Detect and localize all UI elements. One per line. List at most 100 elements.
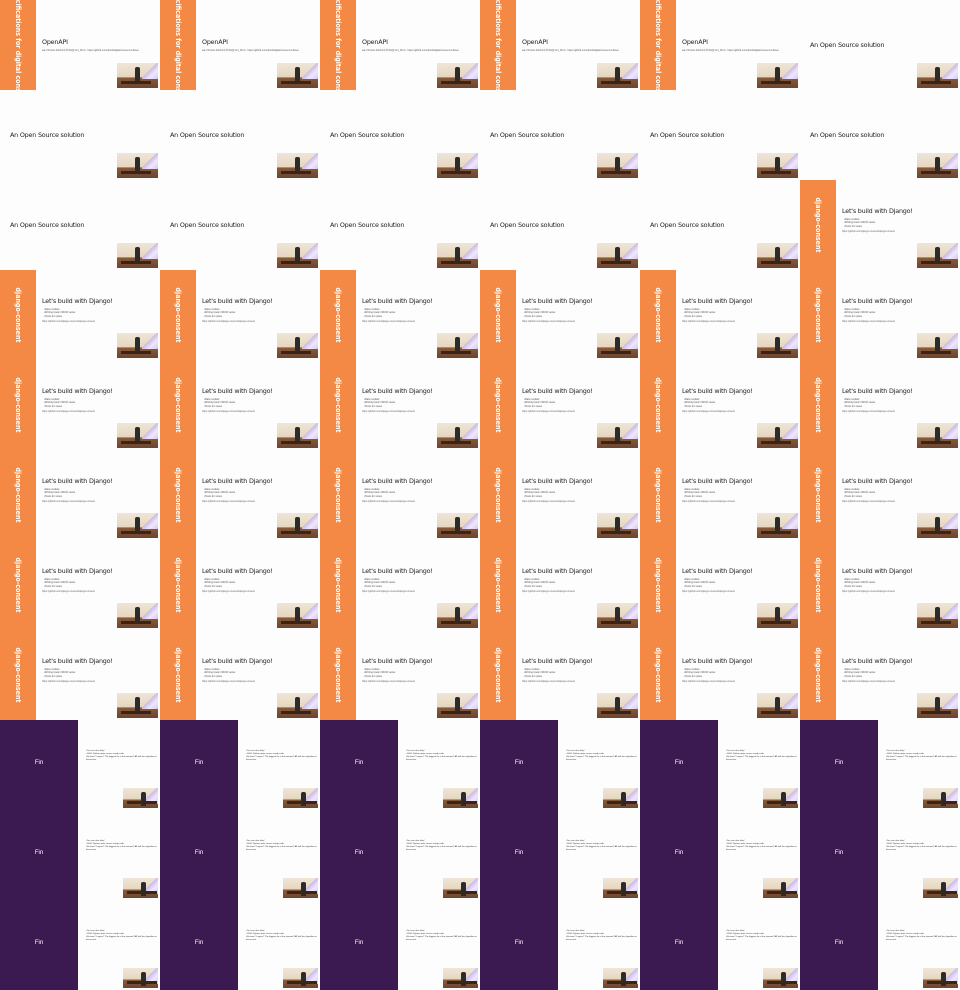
slide-side-banner: django-consent — [160, 270, 196, 360]
video-frame-openapi: Specifications for digital consent OpenAP… — [160, 0, 320, 90]
speaker-figure — [775, 67, 780, 81]
slide-side-text: django-consent — [14, 557, 22, 613]
lectern — [921, 351, 951, 354]
slide-side-text: Specifications for digital consent — [14, 0, 22, 90]
slide-subtitle: Jan Ohnoli's fork/c2.0 (f0 Re@ Ant_90.4)… — [362, 49, 459, 52]
slide-bullet: You can also help! — [246, 750, 318, 753]
speaker-figure — [781, 972, 786, 986]
speaker-figure — [455, 67, 460, 81]
speaker-camera-inset — [443, 968, 478, 988]
lectern — [127, 981, 157, 984]
slide-bullet-list: You can also help!100% Python open sourc… — [86, 930, 158, 942]
slide-bullet: Data models — [44, 398, 75, 401]
lectern — [601, 351, 631, 354]
speaker-camera-inset — [757, 423, 798, 448]
slide-bullet: 100% Python open source ready code — [406, 753, 478, 756]
slide-bullet: Data models — [684, 668, 715, 671]
speaker-camera-inset — [603, 788, 638, 808]
lectern — [121, 81, 151, 84]
speaker-figure — [455, 427, 460, 441]
speaker-camera-inset — [917, 153, 958, 178]
slide-bullet: You can also help! — [726, 840, 798, 843]
slide-side-banner: django-consent — [800, 450, 836, 540]
slide-bullet: Data models — [524, 308, 555, 311]
slide-bullet: Writing basic CRUD views — [204, 401, 235, 404]
speaker-camera-inset — [597, 603, 638, 628]
slide-bullet: 100% Python open source ready code — [406, 843, 478, 846]
speaker-figure — [615, 337, 620, 351]
speaker-figure — [935, 697, 940, 711]
slide-bullet: Data models — [44, 578, 75, 581]
slide-title: Let's build with Django! — [522, 297, 593, 305]
slide-side-text: django-consent — [14, 377, 22, 433]
speaker-figure — [455, 247, 460, 261]
slide-bullet-list: Data modelsWriting basic CRUD viewsTests… — [204, 308, 235, 318]
slide-link: https://github.com/django-consent/django… — [362, 410, 415, 413]
lectern — [921, 711, 951, 714]
lectern — [281, 711, 311, 714]
slide-link: https://github.com/django-consent/django… — [42, 410, 95, 413]
slide-bullet: Writing basic CRUD views — [684, 491, 715, 494]
slide-bullet: Tests for views — [364, 495, 395, 498]
slide-side-text: django-consent — [494, 287, 502, 343]
slide-bullet: Tests for views — [44, 495, 75, 498]
slide-bullet: Data models — [44, 308, 75, 311]
speaker-figure — [295, 67, 300, 81]
slide-link: https://github.com/django-consent/django… — [362, 320, 415, 323]
slide-bullet: 100% Python open source ready code — [246, 933, 318, 936]
slide-side-text: django-consent — [814, 467, 822, 523]
slide-side-banner: Specifications for digital consent — [160, 0, 196, 90]
speaker-figure — [775, 427, 780, 441]
slide-bullet: Data models — [844, 668, 875, 671]
slide-link: https://github.com/django-consent/django… — [522, 320, 575, 323]
lectern — [281, 81, 311, 84]
slide-bullet-list: Data modelsWriting basic CRUD viewsTests… — [204, 488, 235, 498]
video-frame-fin: Fin You can also help!100% Python open so… — [0, 900, 160, 990]
slide-side-text: django-consent — [654, 557, 662, 613]
video-frame-plain: An Open Source solution — [640, 90, 800, 180]
slide-side-banner: django-consent — [480, 630, 516, 720]
lectern — [921, 621, 951, 624]
slide-bullet-list: You can also help!100% Python open sourc… — [726, 750, 798, 762]
slide-title: Fin — [354, 850, 364, 856]
slide-link: https://github.com/django-consent/django… — [522, 410, 575, 413]
slide-bullet: No time? I agree? The biggest tie in the… — [566, 846, 638, 852]
slide-bullet: Tests for views — [364, 315, 395, 318]
slide-title: Let's build with Django! — [42, 297, 113, 305]
slide-bullet-list: You can also help!100% Python open sourc… — [246, 930, 318, 942]
slide-bullet: Writing basic CRUD views — [44, 581, 75, 584]
lectern — [121, 171, 151, 174]
speaker-figure — [615, 517, 620, 531]
slide-side-banner: django-consent — [0, 450, 36, 540]
slide-bullet: Data models — [844, 398, 875, 401]
video-frame-fin: Fin You can also help!100% Python open so… — [480, 720, 640, 810]
speaker-figure — [301, 972, 306, 986]
slide-bullet: Tests for views — [684, 585, 715, 588]
lectern — [121, 441, 151, 444]
slide-bullet: Tests for views — [364, 675, 395, 678]
lectern — [281, 171, 311, 174]
slide-side-banner: Fin — [160, 810, 238, 900]
slide-bullet: Data models — [364, 578, 395, 581]
slide-side-text: django-consent — [654, 377, 662, 433]
slide-side-text: django-consent — [334, 377, 342, 433]
lectern — [921, 261, 951, 264]
slide-bullet: You can also help! — [86, 930, 158, 933]
lectern — [121, 711, 151, 714]
slide-bullet: No time? I agree? The biggest tie in the… — [406, 846, 478, 852]
speaker-figure — [295, 337, 300, 351]
lectern — [281, 261, 311, 264]
lectern — [607, 891, 637, 894]
slide-side-text: django-consent — [334, 647, 342, 703]
slide-title: Let's build with Django! — [842, 207, 913, 215]
video-frame-openapi: Specifications for digital consent OpenAP… — [320, 0, 480, 90]
slide-bullet: You can also help! — [406, 750, 478, 753]
slide-side-banner: Fin — [160, 720, 238, 810]
video-frame-fin: Fin You can also help!100% Python open so… — [640, 900, 800, 990]
slide-bullet: 100% Python open source ready code — [726, 933, 798, 936]
video-frame-plain: An Open Source solution — [0, 90, 160, 180]
slide-link: https://github.com/django-consent/django… — [362, 590, 415, 593]
video-frame-plain: An Open Source solution — [160, 90, 320, 180]
slide-bullet: Writing basic CRUD views — [684, 581, 715, 584]
slide-side-banner: Fin — [800, 720, 878, 810]
